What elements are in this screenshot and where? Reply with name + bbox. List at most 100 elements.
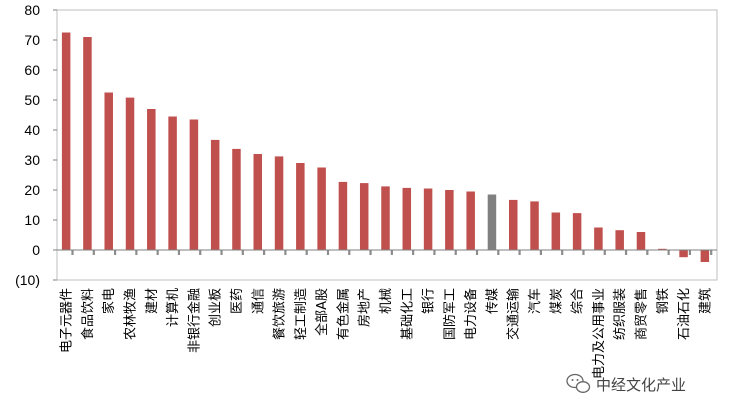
bar (83, 37, 92, 250)
secondary-bar (241, 250, 244, 255)
bar (445, 190, 454, 250)
x-category-label: 电力设备 (463, 288, 479, 340)
bar (296, 163, 305, 250)
x-axis: 电子元器件 食品饮料 家电 农林牧渔 建材 计算机 非银行金融 创业板 医药 通信 餐饮旅游 轻工制造… (57, 249, 717, 379)
bar (189, 119, 199, 250)
secondary-bar (305, 250, 308, 255)
x-category-label: 创业板 (209, 288, 224, 327)
secondary-bar (390, 250, 393, 255)
bar (572, 213, 582, 250)
secondary-bar (199, 250, 202, 255)
x-category-label: 农林牧渔 (124, 288, 139, 340)
x-category-label: 传媒 (485, 288, 500, 314)
bar (104, 92, 113, 250)
bar (381, 186, 390, 250)
x-category-label: 石油石化 (677, 288, 692, 340)
bar (274, 156, 284, 250)
secondary-bar (454, 250, 457, 255)
x-category-label: 建材 (145, 288, 160, 314)
bar (359, 183, 369, 250)
bar (679, 250, 688, 258)
x-category-label: 房地产 (357, 288, 373, 327)
y-axis: (10) 0 10 20 30 40 50 60 70 80 (15, 2, 57, 288)
y-tick-label: 10 (24, 212, 40, 228)
bar (147, 109, 156, 250)
bars (61, 32, 713, 262)
x-category-label: 煤炭 (549, 288, 564, 314)
x-category-label: 医药 (230, 288, 245, 314)
secondary-bar (561, 250, 564, 255)
x-category-label: 交通运输 (506, 288, 522, 340)
secondary-bar (220, 250, 223, 255)
y-tick-label: 20 (24, 182, 40, 198)
secondary-bar (369, 250, 372, 255)
bar (168, 116, 177, 250)
bar (466, 191, 475, 250)
secondary-bar (497, 250, 500, 255)
wechat-icon (566, 373, 591, 393)
bar (125, 97, 135, 250)
secondary-bar (113, 250, 117, 255)
plot-border (56, 9, 718, 281)
bar (487, 194, 497, 250)
secondary-bar (412, 250, 415, 255)
x-category-label: 综合 (571, 288, 586, 314)
secondary-bar (624, 250, 628, 255)
secondary-bar (582, 250, 585, 255)
y-tick-label: 70 (24, 32, 40, 48)
bar (317, 167, 326, 250)
secondary-bar (177, 250, 181, 255)
x-category-label: 机械 (379, 288, 394, 314)
bar (636, 232, 646, 250)
secondary-bar (156, 250, 159, 255)
secondary-bar (92, 250, 95, 255)
x-category-label: 全部A股 (314, 288, 330, 336)
x-category-label: 非银行金融 (186, 288, 202, 353)
y-tick-label: (10) (15, 272, 40, 288)
secondary-bar (710, 250, 713, 255)
secondary-bar (603, 250, 606, 255)
bar (423, 188, 433, 250)
secondary-bar (284, 250, 287, 255)
bar (551, 212, 561, 250)
bar (402, 187, 412, 250)
y-tick-label: 60 (24, 62, 40, 78)
x-category-label: 电子元器件 (60, 288, 75, 353)
bar (594, 227, 603, 250)
bar (253, 154, 263, 250)
x-category-label: 通信 (251, 288, 266, 314)
x-category-label: 建筑 (697, 288, 713, 314)
bar (615, 230, 624, 250)
x-category-label: 餐饮旅游 (272, 288, 288, 340)
secondary-bar (518, 250, 521, 255)
secondary-bar (688, 250, 692, 255)
y-tick-label: 30 (24, 152, 40, 168)
secondary-bar (433, 250, 436, 255)
x-category-label: 计算机 (166, 288, 181, 327)
secondary-bar (539, 250, 542, 255)
bar (338, 181, 348, 250)
x-category-label: 商贸零售 (633, 288, 649, 340)
x-category-label: 有色金属 (335, 288, 351, 340)
y-tick-label: 50 (24, 92, 40, 108)
x-category-label: 基础化工 (400, 288, 415, 340)
x-category-label: 家电 (101, 288, 117, 314)
bar (232, 148, 241, 250)
watermark: 中经文化产业 (566, 373, 686, 394)
secondary-bar (475, 250, 479, 255)
y-tick-label: 40 (24, 122, 40, 138)
x-category-label: 电力及公用事业 (592, 288, 607, 379)
secondary-bar (646, 250, 649, 255)
plot-frame (56, 9, 718, 281)
secondary-bar (263, 250, 266, 255)
secondary-bar (348, 250, 351, 255)
x-category-label: 轻工制造 (294, 288, 309, 340)
x-category-label: 银行 (422, 288, 437, 314)
bar (61, 32, 71, 250)
x-category-label: 钢铁 (656, 288, 671, 314)
bar (700, 250, 710, 262)
secondary-bar (71, 250, 74, 255)
x-category-label: 纺织服装 (613, 288, 628, 340)
x-category-label: 汽车 (527, 288, 543, 314)
